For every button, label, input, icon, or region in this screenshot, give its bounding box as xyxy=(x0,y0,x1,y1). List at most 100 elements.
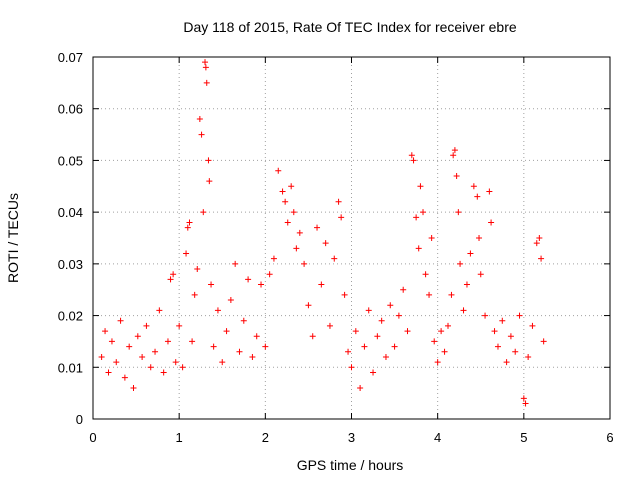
data-point xyxy=(113,359,120,366)
data-point xyxy=(415,245,422,252)
x-tick-label: 3 xyxy=(348,430,355,445)
data-point xyxy=(522,400,529,407)
y-tick-label: 0.04 xyxy=(58,205,83,220)
data-point xyxy=(453,172,460,179)
y-tick-label: 0.03 xyxy=(58,257,83,272)
data-point xyxy=(512,348,519,355)
data-point xyxy=(516,312,523,319)
data-point xyxy=(147,364,154,371)
data-point xyxy=(301,260,308,267)
x-axis-label: GPS time / hours xyxy=(297,457,404,473)
data-point xyxy=(258,281,265,288)
data-point xyxy=(249,353,256,360)
x-tick-label: 6 xyxy=(606,430,613,445)
data-point xyxy=(189,338,196,345)
data-point xyxy=(357,384,364,391)
data-point xyxy=(196,116,203,123)
data-point xyxy=(400,286,407,293)
data-point xyxy=(361,343,368,350)
data-point xyxy=(293,245,300,252)
data-point xyxy=(206,178,213,185)
data-point xyxy=(167,276,174,283)
data-point xyxy=(98,353,105,360)
data-point xyxy=(210,343,217,350)
data-point xyxy=(441,348,448,355)
data-point xyxy=(184,224,191,231)
data-point xyxy=(183,250,190,257)
data-point xyxy=(191,291,198,298)
data-point xyxy=(450,152,457,159)
data-point xyxy=(200,209,207,216)
data-point xyxy=(533,240,540,247)
y-tick-label: 0 xyxy=(76,412,83,427)
data-point xyxy=(540,338,547,345)
data-point xyxy=(460,307,467,314)
data-point xyxy=(160,369,167,376)
data-point xyxy=(172,359,179,366)
y-tick-label: 0.05 xyxy=(58,153,83,168)
data-point xyxy=(223,328,230,335)
data-point xyxy=(482,312,489,319)
data-point xyxy=(203,79,210,86)
data-point xyxy=(208,281,215,288)
data-point xyxy=(309,333,316,340)
data-point xyxy=(457,260,464,267)
data-point xyxy=(290,209,297,216)
y-tick-label: 0.07 xyxy=(58,50,83,65)
data-point xyxy=(102,328,109,335)
data-point xyxy=(391,343,398,350)
data-point xyxy=(378,317,385,324)
data-point xyxy=(338,214,345,221)
x-tick-label: 4 xyxy=(434,430,441,445)
y-tick-label: 0.01 xyxy=(58,360,83,375)
data-point xyxy=(198,131,205,138)
data-point xyxy=(134,333,141,340)
data-point xyxy=(494,343,501,350)
data-point xyxy=(431,338,438,345)
data-point xyxy=(420,209,427,216)
data-point xyxy=(202,59,209,66)
data-point xyxy=(529,322,536,329)
data-point xyxy=(130,384,137,391)
data-point xyxy=(387,302,394,309)
data-point xyxy=(262,343,269,350)
data-point xyxy=(499,317,506,324)
data-point xyxy=(322,240,329,247)
data-point xyxy=(186,219,193,226)
data-point xyxy=(288,183,295,190)
data-point xyxy=(284,219,291,226)
data-point xyxy=(445,322,452,329)
chart-title: Day 118 of 2015, Rate Of TEC Index for r… xyxy=(183,19,517,35)
data-point xyxy=(470,183,477,190)
data-point xyxy=(413,214,420,221)
data-point xyxy=(417,183,424,190)
data-point xyxy=(428,235,435,241)
data-point xyxy=(474,193,481,200)
data-point xyxy=(520,395,527,402)
data-point xyxy=(179,364,186,371)
data-point xyxy=(266,271,273,278)
data-point xyxy=(348,364,355,371)
data-point xyxy=(404,328,411,335)
data-point xyxy=(121,374,128,381)
data-point xyxy=(455,209,462,216)
grid xyxy=(93,57,610,419)
data-point xyxy=(205,157,212,164)
data-point xyxy=(488,219,495,226)
data-point xyxy=(202,64,209,71)
data-point xyxy=(525,353,532,360)
axis-ticks: 0 1 2 3 4 5 6 0 0.01 0.02 0.03 0.04 0.05 0.06 0.07 xyxy=(58,50,614,445)
data-point xyxy=(270,255,277,262)
data-point xyxy=(105,369,112,376)
data-point xyxy=(395,312,402,319)
y-axis-label: ROTI / TECUs xyxy=(5,193,21,283)
data-point xyxy=(219,359,226,366)
data-point xyxy=(117,317,124,324)
x-tick-label: 1 xyxy=(176,430,183,445)
data-point xyxy=(410,157,417,164)
data-point xyxy=(227,297,234,304)
data-point xyxy=(536,235,543,241)
data-point xyxy=(448,291,455,298)
data-point xyxy=(538,255,545,262)
